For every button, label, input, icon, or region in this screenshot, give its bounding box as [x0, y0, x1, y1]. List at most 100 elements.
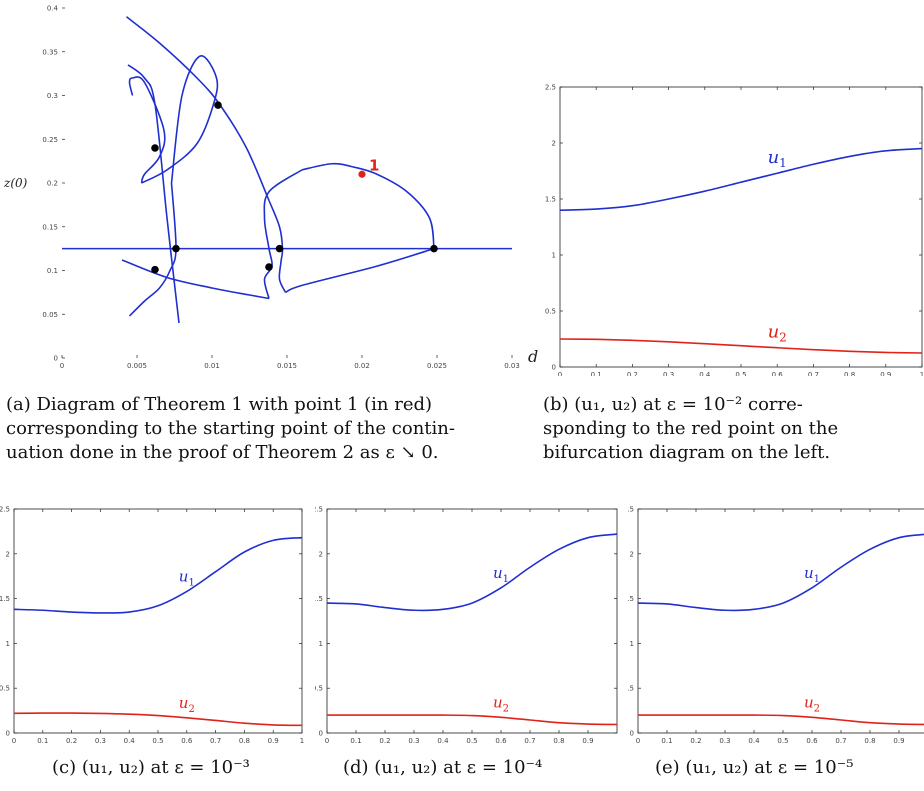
series-label: u1 [768, 147, 787, 170]
x-tick-label: 0.4 [699, 371, 711, 376]
x-tick-label: 0.9 [893, 737, 904, 745]
chart-a: 0 0.005 0.01 0.015 0.02 0.025 0.03 0 0.05 0.1 0.15… [3, 5, 538, 371]
y-tick-label: 1.5 [628, 595, 634, 603]
highlight-point [358, 170, 366, 178]
y-tick-label: 0.15 [42, 223, 58, 231]
y-tick-label: 0.5 [315, 685, 323, 693]
y-axis-label: z(0) [3, 176, 28, 190]
y-tick-label: 0.5 [545, 308, 556, 316]
x-tick-label: 0.1 [37, 737, 48, 745]
y-tick-label: 1 [552, 252, 556, 260]
x-tick-label: 0 [636, 737, 640, 745]
x-tick-label: 0.5 [777, 737, 788, 745]
y-tick-label: 1 [319, 640, 323, 648]
y-tick-label: 2.5 [628, 506, 634, 514]
y-tick-label: 1.5 [0, 595, 10, 603]
y-tick-label: 2 [319, 550, 323, 558]
chart-e: 0 0.1 0.2 0.3 0.4 0.5 0.6 0.7 0.8 0.9 0 0.5 1 1.5 2 2.5… [628, 506, 924, 745]
series-line-1 [126, 16, 270, 201]
y-tick-label: 2.5 [0, 506, 10, 514]
bifurcation-point [430, 244, 438, 253]
x-tick-label: 0.1 [661, 737, 672, 745]
series-label: u1 [179, 567, 195, 588]
x-tick-label: 0.7 [808, 371, 819, 376]
series-line-1 [637, 714, 924, 726]
series-line-5 [263, 169, 303, 299]
x-tick-label: 0.4 [124, 737, 136, 745]
plot-frame [13, 508, 303, 734]
y-tick-label: 2.5 [315, 506, 323, 514]
x-tick-label: 0.8 [553, 737, 564, 745]
y-tick-label: 1.5 [315, 595, 323, 603]
y-tick-label: 1.5 [545, 196, 556, 204]
plot-frame [559, 86, 923, 368]
series-line-0 [13, 536, 303, 614]
series-line-8 [128, 182, 177, 317]
y-tick-label: 1 [630, 640, 634, 648]
caption-a-line-3: uation done in the proof of Theorem 2 as… [6, 442, 439, 463]
series-label: u2 [493, 693, 509, 714]
x-tick-label: 0.6 [806, 737, 818, 745]
y-tick-label: 2 [630, 550, 634, 558]
series-line-7 [127, 64, 180, 324]
x-tick-label: 1 [920, 371, 924, 376]
x-tick-label: 0.9 [582, 737, 593, 745]
x-tick-label: 0.1 [350, 737, 361, 745]
series-line-0 [637, 533, 924, 612]
x-tick-label: 0 [60, 362, 64, 370]
plot-frame [637, 508, 924, 734]
x-tick-label: 0.8 [844, 371, 855, 376]
series-line-1 [559, 338, 923, 354]
y-tick-label: 0 [6, 730, 10, 738]
x-tick-label: 0.02 [354, 362, 370, 370]
y-tick-label: 0 [552, 364, 556, 372]
caption-a: (a) Diagram of Theorem 1 with point 1 (i… [6, 393, 534, 465]
y-tick-label: 0.25 [42, 136, 58, 144]
bifurcation-point [275, 244, 284, 253]
series-line-0 [559, 147, 923, 211]
series-line-1 [326, 714, 618, 726]
y-tick-label: 0.5 [628, 685, 634, 693]
chart-b: 0 0.1 0.2 0.3 0.4 0.5 0.6 0.7 0.8 0.9 1 0 0.5 1 1.5 2 2.… [545, 84, 924, 377]
y-tick-label: 0.4 [47, 5, 59, 13]
chart-d: 0 0.1 0.2 0.3 0.4 0.5 0.6 0.7 0.8 0.9 0 0.5 1 1.5 2 2.5… [315, 506, 618, 745]
x-tick-label: 0 [558, 371, 562, 376]
series-line-4 [301, 162, 435, 249]
series-label: u2 [179, 694, 195, 715]
series-label: u1 [493, 564, 509, 585]
x-tick-label: 0.7 [210, 737, 221, 745]
series-label: u2 [804, 693, 820, 714]
y-tick-label: 0.2 [47, 180, 58, 188]
x-tick-label: 0.9 [268, 737, 279, 745]
bifurcation-point [265, 263, 273, 271]
y-tick-label: 2.5 [545, 84, 556, 92]
series-line-0 [326, 533, 618, 612]
caption-b-line-3: bifurcation diagram on the left. [543, 442, 831, 463]
x-tick-label: 0.03 [504, 362, 520, 370]
y-tick-label: 2 [552, 140, 556, 148]
caption-e: (e) (u₁, u₂) at ε = 10⁻⁵ [655, 757, 854, 778]
bifurcation-point [151, 144, 159, 152]
x-tick-label: 0.4 [748, 737, 760, 745]
bifurcation-point [172, 244, 180, 253]
x-tick-label: 0.015 [277, 362, 297, 370]
y-tick-label: 0 [54, 355, 58, 363]
x-tick-label: 0.7 [524, 737, 535, 745]
y-tick-label: 1 [6, 640, 10, 648]
caption-d: (d) (u₁, u₂) at ε = 10⁻⁴ [343, 757, 543, 778]
caption-c: (c) (u₁, u₂) at ε = 10⁻³ [52, 757, 250, 778]
x-tick-label: 0 [325, 737, 329, 745]
y-tick-label: 0.1 [47, 267, 58, 275]
x-axis-label: d [528, 347, 538, 366]
x-tick-label: 0.5 [735, 371, 746, 376]
bifurcation-point [214, 101, 222, 109]
highlight-label: 1 [369, 156, 379, 174]
x-tick-label: 0.6 [495, 737, 507, 745]
caption-a-line-1: (a) Diagram of Theorem 1 with point 1 (i… [6, 394, 433, 415]
y-tick-label: 0 [630, 730, 634, 738]
y-tick-label: 0.35 [42, 48, 58, 56]
x-tick-label: 0.3 [408, 737, 419, 745]
series-line-6 [121, 259, 270, 300]
x-tick-label: 0 [12, 737, 16, 745]
y-tick-label: 2 [6, 550, 10, 558]
